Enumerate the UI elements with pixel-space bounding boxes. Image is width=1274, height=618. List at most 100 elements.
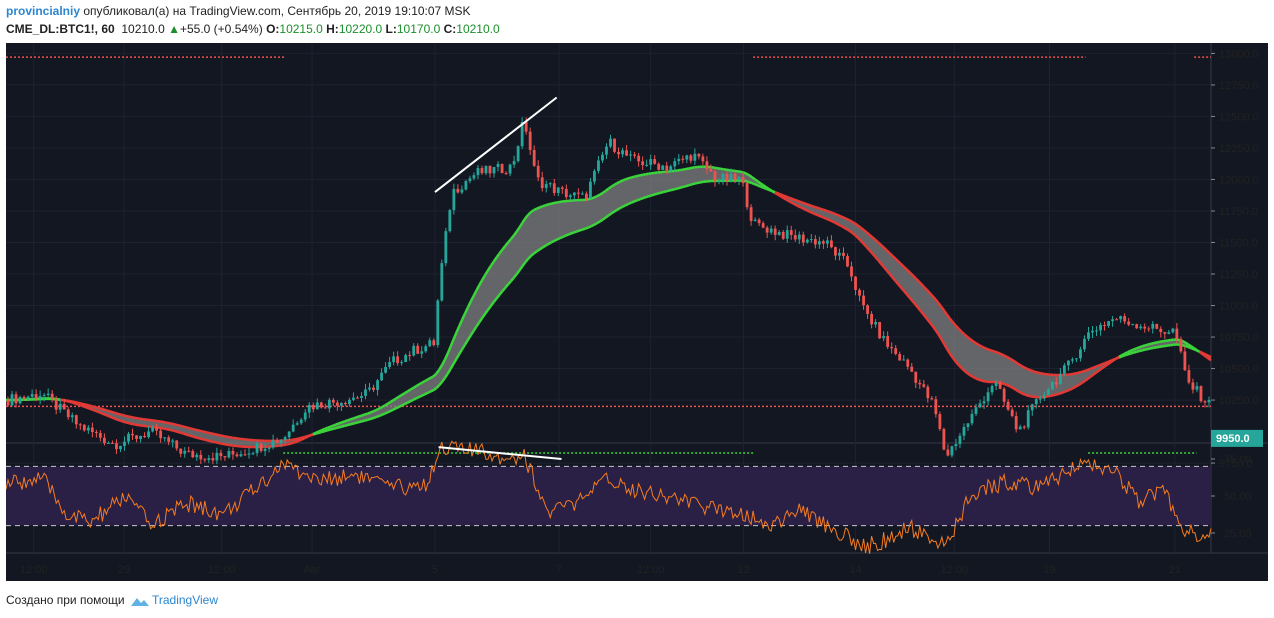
ma-fast-segment [466, 300, 472, 308]
ma-fast-segment [834, 221, 839, 226]
ma-slow-segment [1090, 366, 1094, 370]
ma-slow-segment [906, 268, 911, 274]
time-tick-label: Авг [303, 564, 320, 576]
ma-slow-segment [352, 421, 357, 425]
ma-fast-segment [588, 197, 592, 201]
ma-fast-segment [443, 352, 449, 360]
ma-fast-segment [751, 176, 756, 181]
ma-fast-segment [203, 438, 208, 442]
ma-slow-segment [1193, 348, 1198, 352]
ma-slow-segment [481, 313, 487, 319]
ma-fast-segment [1135, 346, 1140, 350]
ma-slow-segment [203, 430, 208, 434]
ma-fast-segment [504, 241, 510, 247]
ma-fast-segment [868, 249, 874, 255]
candle-body [520, 122, 524, 147]
ma-slow-segment [1133, 350, 1137, 354]
candle-body [528, 131, 532, 150]
candle-body [22, 396, 26, 399]
candle-body [1050, 381, 1054, 390]
candle-body [368, 387, 371, 390]
candle-body [645, 164, 649, 166]
candle-body [1095, 330, 1098, 332]
ma-slow-segment [200, 429, 205, 433]
candle-body [46, 393, 50, 396]
time-tick-label: 19 [1043, 564, 1055, 576]
candle-body [307, 404, 311, 413]
ma-slow-segment [389, 408, 394, 413]
ma-slow-segment [954, 324, 960, 330]
author-name[interactable]: provincialniy [6, 4, 81, 18]
ma-slow-segment [1130, 351, 1134, 355]
ma-fast-segment [292, 440, 297, 445]
candle-body [1062, 365, 1066, 374]
candle-body [665, 165, 669, 171]
candle-body [677, 158, 681, 162]
candle-body [1123, 316, 1127, 322]
tradingview-logo-icon[interactable] [130, 595, 150, 607]
ma-fast-segment [940, 338, 946, 345]
ma-slow-segment [106, 409, 110, 413]
ma-slow-segment [312, 432, 317, 436]
trend-lines [434, 96, 562, 460]
ma-slow-segment [636, 198, 641, 202]
ma-slow-segment [820, 207, 825, 212]
ma-slow-segment [797, 199, 802, 204]
candle-body [191, 451, 195, 458]
candle-body [1030, 404, 1034, 411]
ma-fast-segment [1130, 348, 1135, 352]
ma-slow-segment [908, 271, 914, 277]
ma-slow-segment [883, 246, 888, 252]
ma-fast-segment [871, 252, 877, 258]
ma-slow-segment [931, 295, 937, 301]
ma-slow-segment [920, 283, 925, 288]
candle-body [235, 454, 239, 457]
ma-fast-segment [430, 375, 435, 379]
candle-body [958, 435, 962, 445]
ma-slow-segment [677, 186, 681, 190]
candle-body [42, 395, 46, 397]
candle-body [1083, 338, 1086, 350]
ma-fast-segment [440, 358, 447, 366]
ma-slow-segment [800, 200, 805, 205]
ma-slow-segment [177, 423, 182, 428]
ma-slow-segment [108, 410, 113, 414]
ma-fast-segment [1147, 342, 1152, 346]
ma-slow-segment [1204, 353, 1209, 357]
candle-body [898, 353, 902, 361]
ma-fast-segment [817, 214, 822, 218]
candle-body [1139, 326, 1143, 329]
candle-body [420, 351, 424, 354]
candle-body [966, 423, 970, 427]
ma-slow-segment [86, 403, 90, 407]
candle-body [757, 219, 761, 224]
ma-slow-segment [607, 212, 613, 217]
chart-canvas[interactable]: 13000.0 12750.0 12500.0 12250.0 12000.0 11750… [6, 43, 1268, 581]
ma-fast-segment [754, 178, 759, 183]
candle-body [753, 219, 757, 221]
tradingview-link[interactable]: TradingView [151, 593, 219, 607]
candle-body [452, 188, 456, 211]
ma-fast-segment [384, 402, 389, 407]
candle-body [1147, 328, 1151, 330]
candle-body [657, 163, 661, 170]
candle-body [564, 188, 568, 198]
ma-ribbon-fill [6, 166, 1211, 448]
candle-body [1006, 401, 1010, 410]
ma-slow-segment [762, 186, 767, 190]
ma-slow-segment [77, 401, 81, 405]
candle-body [504, 173, 508, 175]
ma-slow-segment [948, 317, 954, 323]
ma-slow-segment [358, 420, 363, 424]
ma-slow-segment [622, 204, 627, 208]
ma-slow-segment [940, 306, 946, 312]
ma-fast-segment [1124, 350, 1129, 355]
ma-fast-segment [1069, 386, 1074, 391]
ma-slow-segment [911, 274, 917, 279]
ma-fast-segment [392, 397, 397, 402]
candle-body [978, 403, 982, 408]
ma-fast-segment [682, 167, 687, 171]
ma-fast-segment [1095, 369, 1100, 374]
candle-body [878, 322, 882, 339]
ma-fast-segment [501, 245, 507, 251]
